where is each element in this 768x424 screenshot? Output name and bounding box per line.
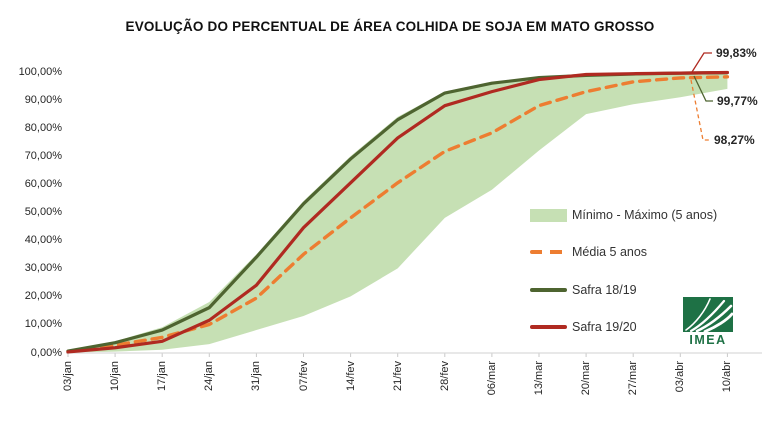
x-axis-tick-label: 21/fev [391, 361, 404, 391]
y-axis-tick-label: 0,00% [30, 346, 62, 359]
y-axis-tick-label: 50,00% [24, 206, 62, 219]
y-axis-tick-label: 10,00% [24, 318, 62, 331]
x-axis-tick-label: 28/fev [438, 361, 451, 391]
x-axis-tick-label: 14/fev [344, 361, 357, 391]
annotation-leader-line [691, 52, 712, 73]
y-axis-tick-label: 70,00% [24, 150, 62, 163]
annotation-leader-line [690, 79, 710, 141]
y-axis-tick-label: 40,00% [24, 234, 62, 247]
x-axis-tick-label: 10/abr [721, 361, 734, 393]
x-axis-tick-label: 03/abr [674, 361, 687, 393]
y-axis-tick-label: 30,00% [24, 262, 62, 275]
y-axis-tick-label: 100,00% [18, 66, 62, 78]
x-axis-tick-label: 20/mar [580, 361, 593, 396]
annotation-media-final-value: 98,27% [714, 133, 755, 147]
annotation-safra-19-20-final-value: 99,83% [716, 46, 757, 60]
x-axis-tick-label: 27/mar [627, 361, 640, 396]
x-axis-tick-label: 31/jan [250, 361, 263, 391]
x-axis-tick-label: 07/fev [297, 361, 310, 391]
x-axis-tick-label: 17/jan [156, 361, 169, 391]
min-max-band-area [68, 72, 728, 353]
imea-logo-text: IMEA [689, 333, 727, 347]
series-line-safra-19-20 [66, 70, 729, 354]
y-axis-tick-label: 80,00% [24, 122, 62, 135]
imea-logo: IMEA [683, 297, 733, 349]
x-axis-tick-label: 03/jan [62, 361, 74, 391]
annotation-leader-line [693, 75, 713, 102]
x-axis-tick-label: 13/mar [533, 361, 545, 396]
y-axis-tick-label: 20,00% [24, 290, 62, 303]
imea-logo-swoosh-icon [685, 298, 733, 332]
annotation-safra-18-19-final-value: 99,77% [717, 94, 758, 108]
x-axis-tick-label: 10/jan [109, 361, 122, 391]
y-axis-tick-label: 60,00% [24, 178, 62, 191]
chart-title: EVOLUÇÃO DO PERCENTUAL DE ÁREA COLHIDA D… [125, 19, 655, 34]
imea-logo-mark [683, 297, 733, 332]
y-axis-tick-label: 90,00% [24, 94, 62, 107]
x-axis-tick-label: 24/jan [203, 361, 216, 391]
x-axis-tick-label: 06/mar [485, 361, 498, 396]
